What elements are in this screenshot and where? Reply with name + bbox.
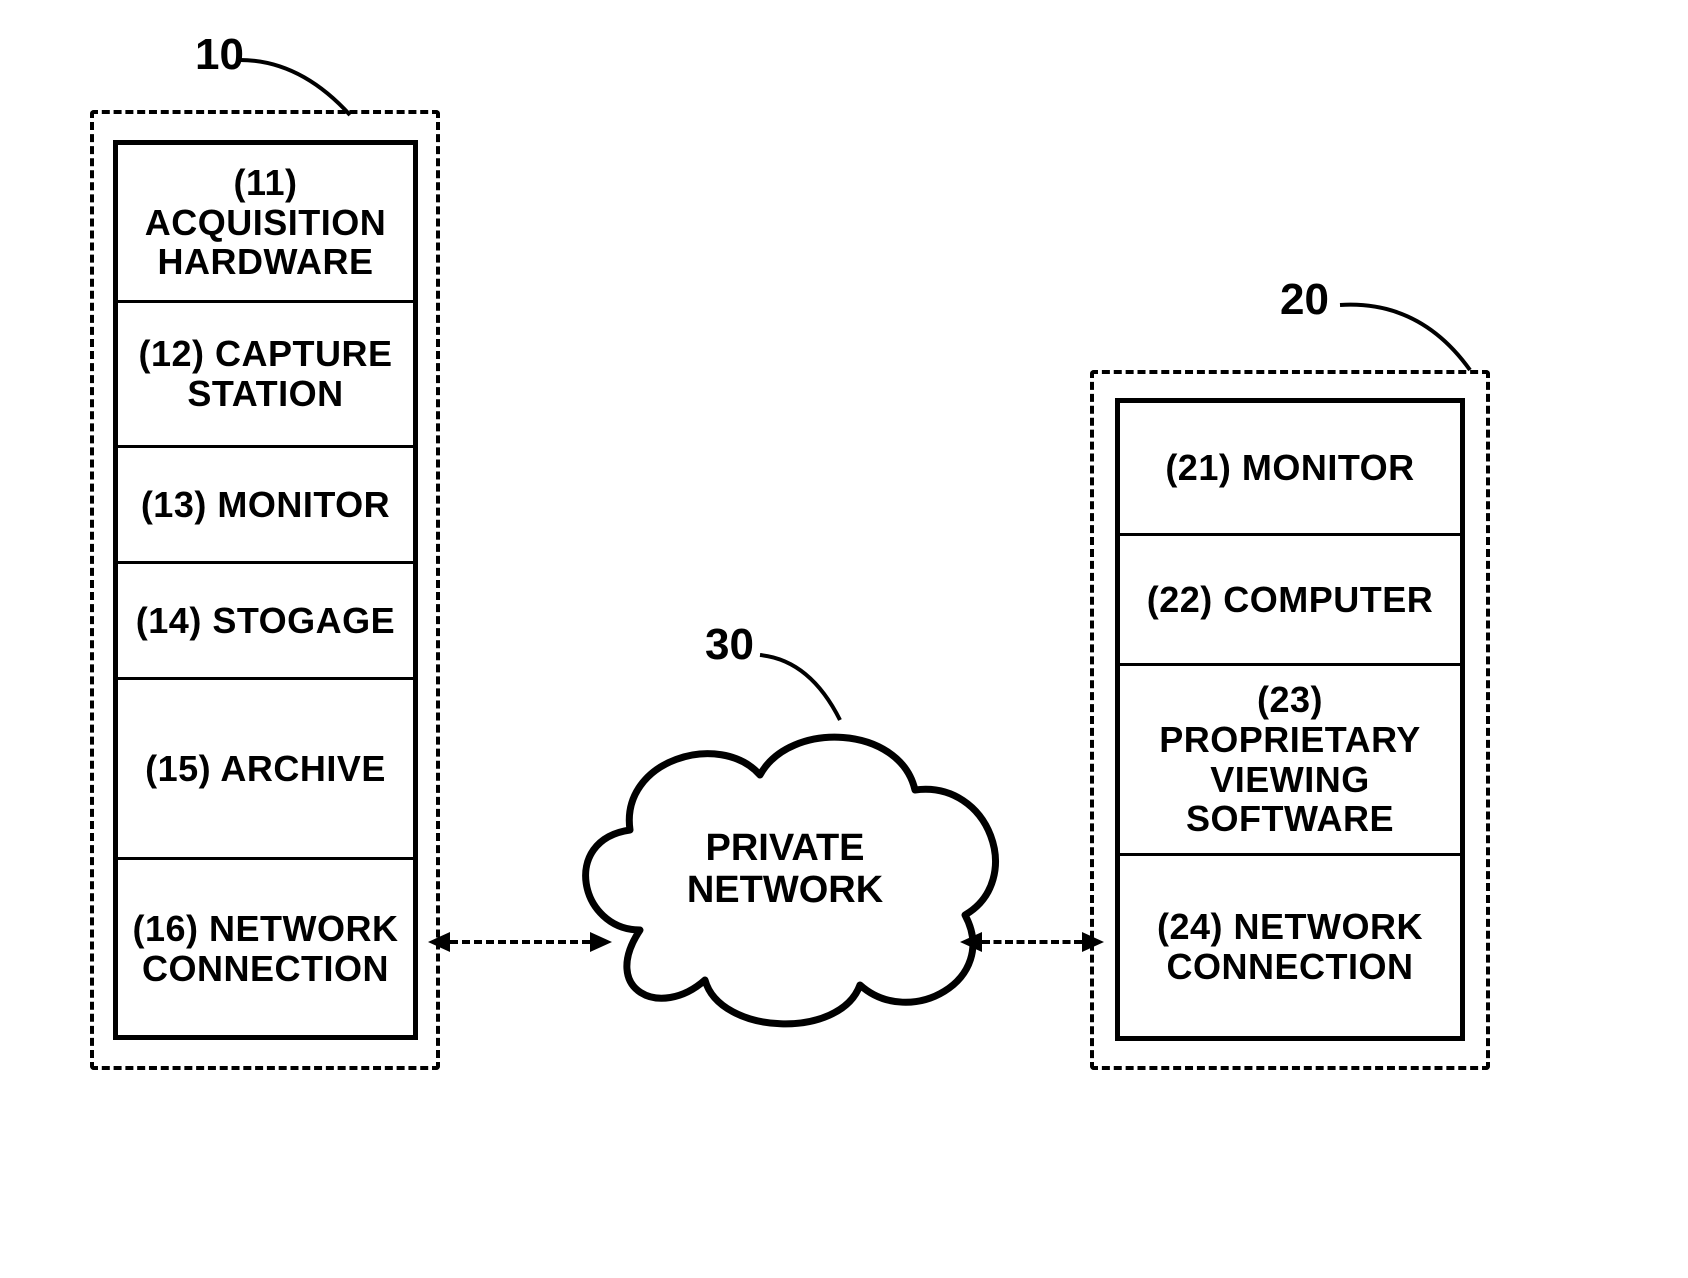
cloud-label-line2: NETWORK [687, 869, 883, 911]
ref-label-30-text: 30 [705, 620, 754, 669]
cloud-label: PRIVATE NETWORK [570, 828, 1000, 912]
left-row-4-label: (15) ARCHIVE [145, 749, 386, 789]
left-row-3: (14) STOGAGE [118, 561, 413, 677]
left-row-5-label: (16) NETWORK CONNECTION [126, 909, 405, 988]
cloud-wrap: PRIVATE NETWORK [570, 720, 1000, 1020]
connector-right [982, 940, 1082, 944]
left-row-1: (12) CAPTURE STATION [118, 300, 413, 445]
connector-right-arrow-right [1082, 932, 1104, 952]
leader-30 [760, 655, 840, 720]
leader-10 [240, 60, 350, 115]
diagram-stage: (11) ACQUISITION HARDWARE (12) CAPTURE ST… [0, 0, 1688, 1278]
right-row-1-label: (22) COMPUTER [1147, 580, 1434, 620]
left-row-0: (11) ACQUISITION HARDWARE [118, 145, 413, 300]
group-20-stack: (21) MONITOR (22) COMPUTER (23) PROPRIETAR… [1115, 398, 1465, 1041]
ref-label-10: 10 [195, 30, 244, 80]
left-row-1-label: (12) CAPTURE STATION [126, 334, 405, 413]
leader-20 [1340, 305, 1470, 370]
cloud-label-line1: PRIVATE [705, 827, 864, 869]
left-row-3-label: (14) STOGAGE [136, 601, 395, 641]
ref-label-20: 20 [1280, 275, 1329, 325]
connector-left-arrow-left [428, 932, 450, 952]
right-row-3-label: (24) NETWORK CONNECTION [1128, 907, 1452, 986]
ref-label-30: 30 [705, 620, 754, 670]
right-row-2: (23) PROPRIETARY VIEWING SOFTWARE [1120, 663, 1460, 853]
left-row-4: (15) ARCHIVE [118, 677, 413, 857]
connector-right-arrow-left [960, 932, 982, 952]
right-row-3: (24) NETWORK CONNECTION [1120, 853, 1460, 1038]
right-row-0: (21) MONITOR [1120, 403, 1460, 533]
left-row-2-label: (13) MONITOR [141, 485, 390, 525]
right-row-1: (22) COMPUTER [1120, 533, 1460, 663]
ref-label-20-text: 20 [1280, 275, 1329, 324]
connector-left [450, 940, 590, 944]
left-row-5: (16) NETWORK CONNECTION [118, 857, 413, 1037]
connector-left-arrow-right [590, 932, 612, 952]
right-row-2-label: (23) PROPRIETARY VIEWING SOFTWARE [1128, 680, 1452, 838]
group-10-stack: (11) ACQUISITION HARDWARE (12) CAPTURE ST… [113, 140, 418, 1040]
left-row-2: (13) MONITOR [118, 445, 413, 561]
left-row-0-label: (11) ACQUISITION HARDWARE [126, 163, 405, 282]
ref-label-10-text: 10 [195, 30, 244, 79]
right-row-0-label: (21) MONITOR [1165, 448, 1414, 488]
